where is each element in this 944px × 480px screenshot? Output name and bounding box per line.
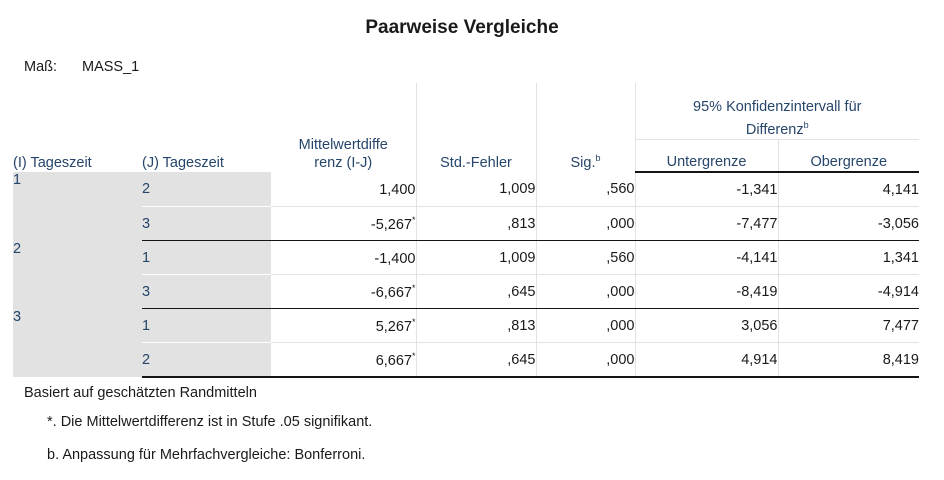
cell-lower-bound: -4,141 xyxy=(635,240,779,275)
cell-upper-bound: 8,419 xyxy=(778,342,919,378)
table-row: 1 2 1,400 1,009 ,560 -1,341 4,141 xyxy=(13,172,919,241)
footnote-basis: Basiert auf geschätzten Randmitteln xyxy=(24,385,257,401)
row-i-value: 3 xyxy=(13,308,142,377)
cell-std-error: ,645 xyxy=(416,342,537,378)
cell-upper-bound: -4,914 xyxy=(778,274,919,309)
pairwise-comparisons-table: (I) Tageszeit (J) Tageszeit Mittelwertdi… xyxy=(13,83,919,378)
cell-significance: ,000 xyxy=(536,308,636,343)
table-row: 3 -5,267* ,813 ,000 -7,477 -3,056 xyxy=(13,206,919,241)
cell-upper-bound: 1,341 xyxy=(778,240,919,275)
cell-mean-difference: 1,400 xyxy=(271,172,417,207)
header-sig-label: Sig. xyxy=(570,155,596,171)
row-j-value: 2 xyxy=(142,172,271,207)
cell-std-error: ,813 xyxy=(416,206,537,241)
cell-diff-value: -1,400 xyxy=(374,250,416,267)
cell-significance: ,000 xyxy=(536,342,636,378)
cell-significance: ,000 xyxy=(536,274,636,309)
cell-significance: ,560 xyxy=(536,240,636,275)
footnote-bonferroni: b. Anpassung für Mehrfachvergleiche: Bon… xyxy=(47,447,366,463)
cell-std-error: 1,009 xyxy=(416,172,537,207)
row-j-value: 3 xyxy=(142,206,271,241)
cell-mean-difference: -6,667* xyxy=(271,274,417,309)
cell-diff-value: -5,267 xyxy=(370,216,412,233)
cell-diff-value: 5,267 xyxy=(375,318,412,335)
significance-star: * xyxy=(411,214,416,225)
cell-mean-difference: -5,267* xyxy=(271,206,417,241)
cell-upper-bound: 7,477 xyxy=(778,308,919,343)
significance-star: * xyxy=(411,282,416,293)
cell-mean-difference: 6,667* xyxy=(271,342,417,378)
row-i-value: 2 xyxy=(13,240,142,309)
measure-line: Maß: MASS_1 xyxy=(24,59,139,75)
cell-diff-value: -6,667 xyxy=(370,284,412,301)
header-std-error: Std.-Fehler xyxy=(416,83,537,172)
cell-std-error: ,645 xyxy=(416,274,537,309)
cell-lower-bound: -1,341 xyxy=(635,172,779,207)
header-sig-footnote-mark: b xyxy=(595,153,601,164)
row-j-value: 1 xyxy=(142,240,271,275)
header-ci-line1: 95% Konfidenzintervall für xyxy=(693,98,862,115)
footnote-significance: *. Die Mittelwertdifferenz ist in Stufe … xyxy=(47,414,373,430)
cell-upper-bound: -3,056 xyxy=(778,206,919,241)
cell-significance: ,560 xyxy=(536,172,636,207)
cell-lower-bound: -7,477 xyxy=(635,206,779,241)
header-confidence-interval: 95% Konfidenzintervall für Differenzb xyxy=(635,83,919,140)
header-mean-difference: Mittelwertdiffe renz (I-J) xyxy=(271,83,417,172)
row-j-value: 3 xyxy=(142,274,271,309)
row-i-value: 1 xyxy=(13,172,142,241)
row-j-value: 2 xyxy=(142,342,271,378)
table-row: 2 6,667* ,645 ,000 4,914 8,419 xyxy=(13,342,919,378)
header-ci-line2: Differenz xyxy=(745,121,804,138)
measure-label: Maß: xyxy=(24,59,58,75)
significance-star: * xyxy=(411,350,416,361)
header-ci-footnote-mark: b xyxy=(803,119,809,130)
significance-star: * xyxy=(411,316,416,327)
cell-std-error: 1,009 xyxy=(416,240,537,275)
header-i-tageszeit: (I) Tageszeit xyxy=(13,155,92,171)
header-mean-difference-line1: Mittelwertdiffe xyxy=(298,137,388,153)
header-j-tageszeit: (J) Tageszeit xyxy=(142,155,224,171)
header-mean-difference-line2: renz (I-J) xyxy=(314,155,373,171)
cell-lower-bound: 3,056 xyxy=(635,308,779,343)
table-row: 2 1 -1,400 1,009 ,560 -4,141 1,341 xyxy=(13,240,919,309)
cell-diff-value: 1,400 xyxy=(379,181,416,198)
header-lower-bound: Untergrenze xyxy=(635,139,779,173)
cell-lower-bound: -8,419 xyxy=(635,274,779,309)
measure-value: MASS_1 xyxy=(82,59,140,75)
header-upper-bound: Obergrenze xyxy=(778,139,919,173)
cell-diff-value: 6,667 xyxy=(375,352,412,369)
cell-std-error: ,813 xyxy=(416,308,537,343)
cell-lower-bound: 4,914 xyxy=(635,342,779,378)
cell-upper-bound: 4,141 xyxy=(778,172,919,207)
table-row: 3 -6,667* ,645 ,000 -8,419 -4,914 xyxy=(13,274,919,309)
table-row: 3 1 5,267* ,813 ,000 3,056 7,477 xyxy=(13,308,919,377)
cell-mean-difference: -1,400 xyxy=(271,240,417,275)
cell-significance: ,000 xyxy=(536,206,636,241)
cell-mean-difference: 5,267* xyxy=(271,308,417,343)
row-j-value: 1 xyxy=(142,308,271,343)
table-title: Paarweise Vergleiche xyxy=(365,17,559,38)
header-significance: Sig.b xyxy=(536,83,636,172)
